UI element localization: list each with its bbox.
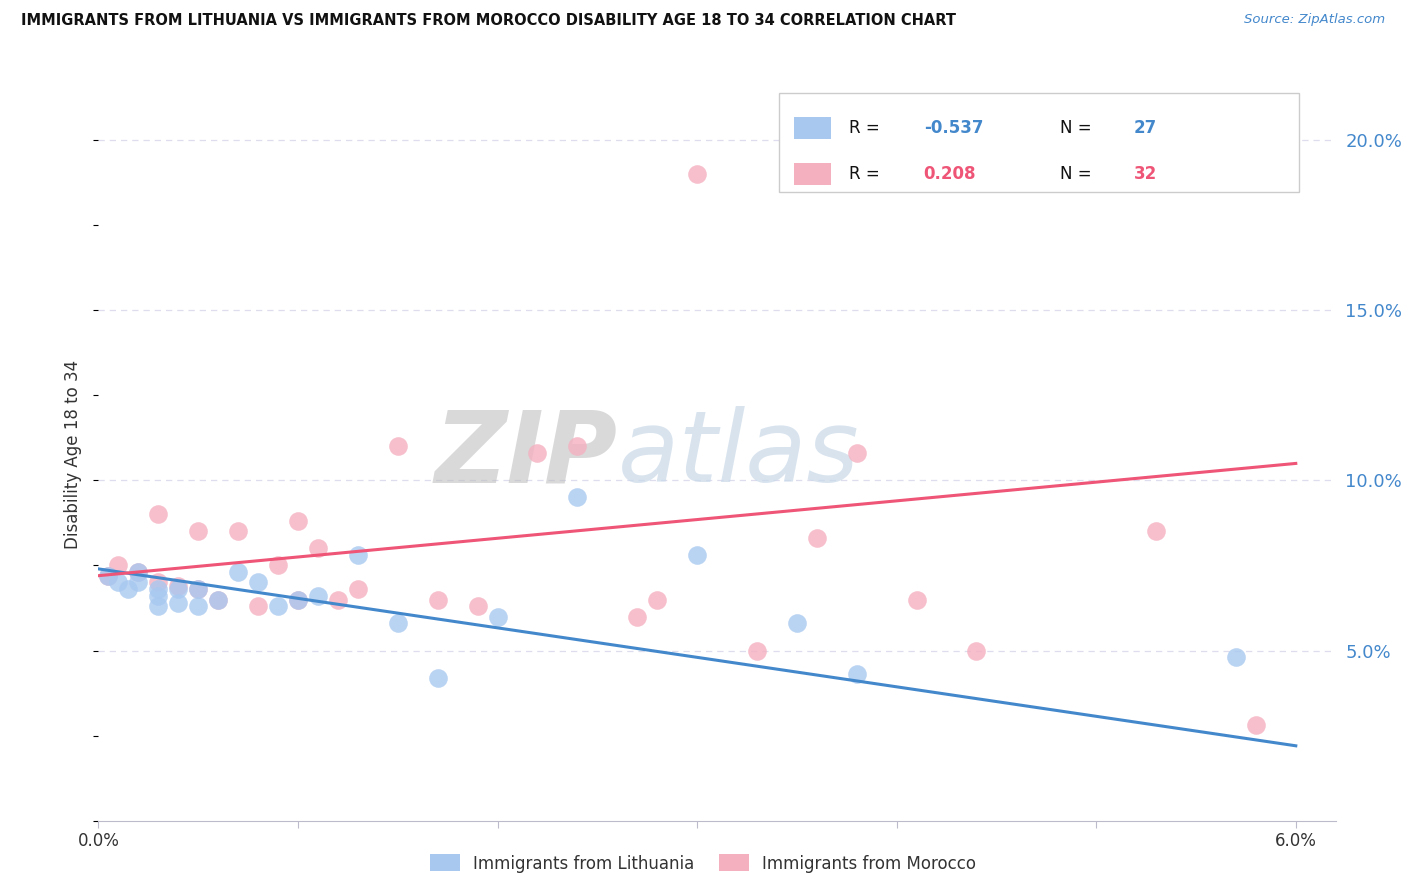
Point (806, 531, 828, 545)
Point (97, 568, 120, 582)
Point (148, 582, 170, 597)
Point (387, 439, 409, 453)
FancyBboxPatch shape (794, 118, 831, 139)
Point (148, 589, 170, 603)
Point (107, 575, 129, 590)
Point (905, 592, 928, 607)
Point (1225, 650, 1247, 665)
Point (307, 541, 329, 556)
Point (1144, 524, 1167, 539)
Point (745, 643, 768, 657)
Y-axis label: Disability Age 18 to 34: Disability Age 18 to 34 (65, 360, 83, 549)
Point (97, 568, 120, 582)
Point (287, 592, 309, 607)
FancyBboxPatch shape (794, 163, 831, 185)
Point (426, 592, 449, 607)
Point (167, 579, 190, 593)
Point (626, 609, 648, 624)
Text: 0.208: 0.208 (924, 165, 976, 183)
Point (167, 582, 190, 597)
Point (387, 616, 409, 631)
Point (148, 599, 170, 614)
Point (148, 575, 170, 590)
Point (187, 582, 209, 597)
Point (645, 592, 668, 607)
Point (267, 599, 290, 614)
Point (326, 592, 349, 607)
Text: atlas: atlas (619, 407, 859, 503)
Point (247, 575, 270, 590)
Point (226, 566, 249, 580)
Point (966, 643, 988, 657)
Text: ZIP: ZIP (434, 407, 619, 503)
Point (187, 599, 209, 614)
Point (267, 558, 290, 573)
Point (207, 592, 229, 607)
Point (167, 596, 190, 610)
Point (567, 439, 589, 453)
Text: 27: 27 (1135, 120, 1157, 137)
Point (287, 592, 309, 607)
Point (347, 549, 370, 563)
Text: R =: R = (849, 120, 886, 137)
Point (845, 446, 868, 460)
Text: N =: N = (1060, 120, 1097, 137)
Point (526, 446, 548, 460)
Point (207, 592, 229, 607)
Point (845, 667, 868, 681)
Text: 32: 32 (1135, 165, 1157, 183)
Point (567, 491, 589, 505)
Point (686, 549, 709, 563)
Point (247, 599, 270, 614)
Point (287, 514, 309, 528)
Point (486, 609, 509, 624)
Point (117, 582, 139, 597)
FancyBboxPatch shape (779, 93, 1299, 192)
Point (786, 616, 808, 631)
Point (127, 566, 149, 580)
Point (347, 582, 370, 597)
Point (127, 566, 149, 580)
Text: Source: ZipAtlas.com: Source: ZipAtlas.com (1244, 13, 1385, 27)
Text: R =: R = (849, 165, 886, 183)
Point (187, 582, 209, 597)
Point (226, 524, 249, 539)
Point (426, 671, 449, 685)
Text: IMMIGRANTS FROM LITHUANIA VS IMMIGRANTS FROM MOROCCO DISABILITY AGE 18 TO 34 COR: IMMIGRANTS FROM LITHUANIA VS IMMIGRANTS … (21, 13, 956, 29)
Point (307, 589, 329, 603)
Point (148, 508, 170, 522)
Text: -0.537: -0.537 (924, 120, 983, 137)
Point (686, 167, 709, 181)
Point (187, 524, 209, 539)
Text: N =: N = (1060, 165, 1097, 183)
Legend: Immigrants from Lithuania, Immigrants from Morocco: Immigrants from Lithuania, Immigrants fr… (423, 847, 983, 880)
Point (1244, 718, 1267, 732)
Point (127, 575, 149, 590)
Point (107, 558, 129, 573)
Point (467, 599, 489, 614)
